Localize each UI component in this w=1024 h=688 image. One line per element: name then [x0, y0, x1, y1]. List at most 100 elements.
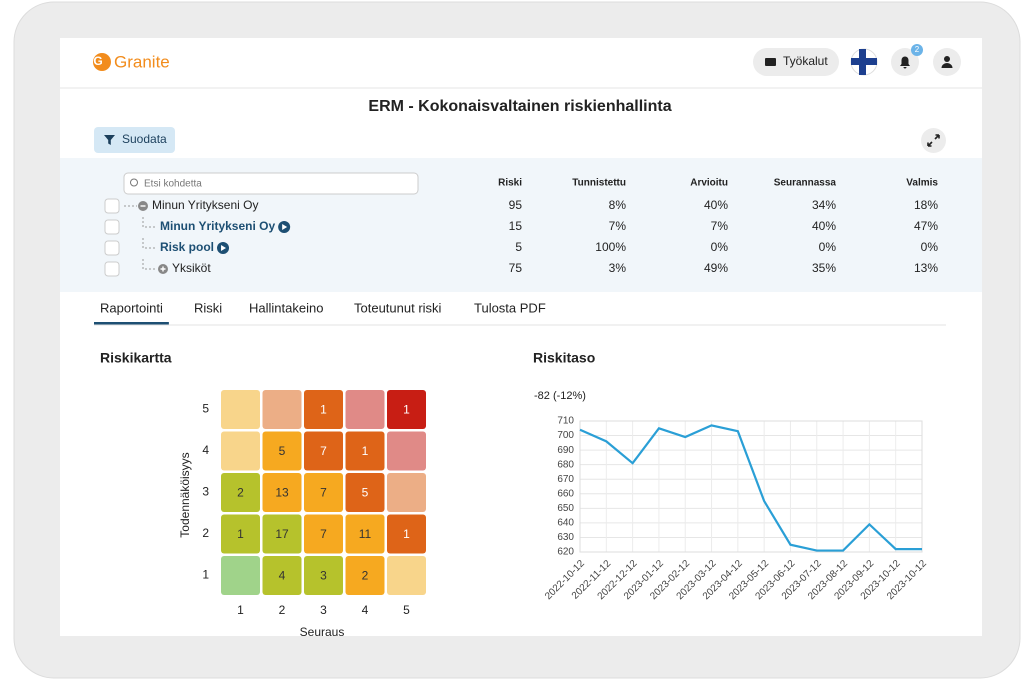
y-tick-label: 670 — [557, 474, 574, 485]
cell-label: 1 — [362, 444, 369, 458]
user-icon-body — [941, 63, 953, 68]
row-cell: 75 — [509, 261, 523, 275]
heatmap-cell[interactable] — [221, 556, 260, 595]
open-triangle — [282, 224, 288, 230]
heatmap-cell[interactable] — [304, 556, 343, 595]
row-cell: 40% — [812, 219, 836, 233]
heatmap-cell[interactable] — [345, 556, 385, 595]
x-tick-label: 5 — [403, 603, 410, 617]
heatmap-cell[interactable] — [345, 390, 385, 429]
row-cell: 35% — [812, 261, 836, 275]
flag-cross-v — [859, 49, 866, 75]
y-tick-label: 700 — [557, 430, 574, 441]
heatmap-cell[interactable] — [262, 556, 302, 595]
tab[interactable]: Riski — [194, 300, 222, 315]
row-cell: 13% — [914, 261, 938, 275]
cell-label: 4 — [279, 569, 286, 583]
heatmap-cell[interactable] — [387, 556, 426, 595]
cell-label: 2 — [237, 486, 244, 500]
tree-line — [142, 238, 155, 249]
row-cell: 5 — [515, 240, 522, 254]
y-tick-label: 2 — [202, 526, 209, 540]
heatmap-cell[interactable] — [221, 473, 260, 512]
heatmap-cell[interactable] — [262, 390, 302, 429]
filter-button[interactable] — [94, 127, 175, 153]
cell-label: 1 — [237, 527, 244, 541]
heatmap-cell[interactable] — [387, 514, 426, 554]
x-tick-label: 3 — [320, 603, 327, 617]
row-cell: 0% — [819, 240, 837, 254]
cell-label: 13 — [275, 486, 289, 500]
page-title: ERM - Kokonaisvaltainen riskienhallinta — [368, 98, 671, 115]
table: Riski Tunnistettu Arvioitu Seurannassa Valmi… — [104, 178, 939, 277]
row-checkbox[interactable] — [104, 261, 120, 277]
tab[interactable]: Hallintakeino — [249, 300, 323, 315]
heatmap-cell[interactable] — [304, 431, 343, 471]
y-tick-label: 640 — [557, 518, 574, 529]
tab[interactable]: Toteutunut riski — [354, 300, 442, 315]
row-cell: 34% — [812, 198, 836, 212]
chart-title: Riskitaso — [533, 350, 595, 366]
heatmap-cell[interactable] — [345, 514, 385, 554]
heatmap-cell[interactable] — [262, 473, 302, 512]
bell-icon — [900, 56, 910, 69]
column-header: Riski — [498, 178, 522, 189]
heatmap-cell[interactable] — [221, 390, 260, 429]
row-cell: 18% — [914, 198, 938, 212]
folder-icon — [765, 58, 776, 66]
heatmap-cell[interactable] — [221, 514, 260, 554]
tab[interactable]: Raportointi — [100, 300, 163, 315]
row-checkbox[interactable] — [104, 219, 120, 235]
heatmap-cell[interactable] — [304, 390, 343, 429]
tabs: Raportointi Riski Hallintakeino Toteutunut … — [94, 300, 546, 325]
row-name[interactable]: Minun Yritykseni Oy — [160, 219, 275, 233]
row-checkbox[interactable] — [104, 198, 120, 214]
heatmap-cell[interactable] — [304, 514, 343, 554]
plot-border — [579, 420, 923, 553]
y-tick-label: 690 — [557, 445, 574, 456]
cell-label: 7 — [320, 527, 327, 541]
heatmap-cell[interactable] — [221, 431, 260, 471]
line-series — [579, 424, 922, 552]
column-header: Seurannassa — [774, 178, 837, 189]
logo-icon-letter: G — [93, 54, 102, 68]
cell-label: 11 — [359, 527, 372, 541]
heatmap-cell[interactable] — [345, 431, 385, 471]
tab[interactable]: Tulosta PDF — [474, 300, 546, 315]
tree-line — [142, 259, 157, 270]
cell-label: 3 — [320, 569, 327, 583]
y-tick-label: 3 — [202, 485, 209, 499]
row-name[interactable]: Risk pool — [160, 240, 214, 254]
cell-label: 2 — [362, 569, 369, 583]
expand-button[interactable] — [921, 128, 946, 153]
y-tick-label: 680 — [557, 459, 574, 470]
cell-label: 1 — [403, 403, 410, 417]
heatmap-cell[interactable] — [387, 473, 426, 512]
heatmap-cell[interactable] — [304, 473, 343, 512]
row-cell: 40% — [704, 198, 728, 212]
row-name: Minun Yritykseni Oy — [152, 198, 258, 212]
tools-button[interactable] — [753, 48, 839, 76]
row-cell: 95 — [509, 198, 523, 212]
cell-label: 5 — [362, 486, 369, 500]
tree-line — [142, 217, 155, 228]
heatmap-cell[interactable] — [345, 473, 385, 512]
column-header: Arvioitu — [690, 178, 728, 189]
row-checkbox[interactable] — [104, 240, 120, 256]
y-tick-label: 1 — [202, 568, 209, 582]
search-box[interactable] — [123, 172, 419, 195]
heatmap-cell[interactable] — [387, 431, 426, 471]
row-cell: 47% — [914, 219, 938, 233]
active-tab-underline — [94, 322, 169, 325]
y-tick-label: 630 — [557, 532, 574, 543]
heatmap-cell[interactable] — [262, 514, 302, 554]
column-header: Tunnistettu — [572, 178, 626, 189]
heatmap-cell[interactable] — [387, 390, 426, 429]
heatmap-cell[interactable] — [262, 431, 302, 471]
row-cell: 0% — [921, 240, 939, 254]
filter-icon — [104, 135, 115, 145]
row-name: Yksiköt — [172, 261, 211, 275]
x-tick-label: 2 — [279, 603, 286, 617]
